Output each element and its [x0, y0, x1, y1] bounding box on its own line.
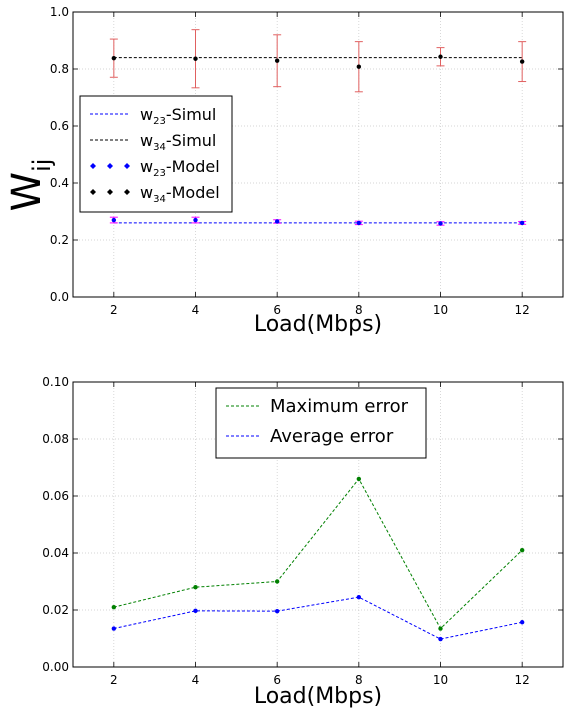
- error-series-average-error-point: [438, 636, 443, 642]
- legend-label-sub: 23: [153, 168, 166, 179]
- weights-series: [109, 29, 527, 226]
- error-ytick-label: 0.08: [42, 432, 69, 446]
- error-series-average-error-point: [111, 626, 117, 631]
- error-xtick-label: 2: [110, 673, 118, 687]
- weights-legend-marker: [90, 189, 96, 195]
- error-legend: Maximum error Average error: [215, 387, 427, 459]
- error-series-average-error-point: [356, 594, 362, 600]
- weights-xtick-label: 6: [273, 303, 281, 317]
- weights-legend-box: [79, 95, 233, 213]
- weights-series-w23-model-point: [356, 220, 362, 226]
- weights-xtick-label: 4: [192, 303, 200, 317]
- weights-legend-marker: [124, 189, 130, 195]
- weights-y-axis-label-sub: ij: [28, 159, 56, 172]
- weights-x-axis-label: Load(Mbps): [254, 312, 382, 337]
- error-xtick-label: 6: [273, 673, 281, 687]
- error-xtick-label: 12: [515, 673, 530, 687]
- error-legend-entry: Maximum error: [270, 396, 409, 417]
- weights-ticks: 2 4 6 8 10 12 0.0 0.2 0.4 0.6 0.8 1.0: [50, 5, 563, 317]
- error-series-maximum-error-point: [111, 604, 117, 610]
- weights-legend-marker: [124, 163, 130, 169]
- weights-plot-frame: [72, 11, 564, 298]
- error-legend-entry: Average error: [270, 426, 394, 447]
- weights-series-w34-model-point: [356, 64, 362, 69]
- weights-xtick-label: 8: [355, 303, 363, 317]
- weights-xtick-label: 10: [433, 303, 448, 317]
- weights-xtick-label: 2: [110, 303, 118, 317]
- weights-legend-marker: [107, 189, 113, 195]
- error-series-average-error-point: [274, 608, 280, 614]
- legend-label-rest: -Simul: [166, 105, 217, 124]
- weights-legend-marker: [90, 163, 96, 169]
- error-legend-box: [215, 387, 427, 459]
- error-chart: 2 4 6 8 10 12 0.00 0.02 0.04 0.06 0.08 0.10 Load(Mb…: [42, 375, 564, 709]
- weights-series-w23-model-point: [193, 217, 198, 223]
- error-series-maximum-error-point: [193, 585, 198, 590]
- legend-label-sub: 23: [153, 116, 166, 127]
- weights-series-w34-model-point: [519, 59, 525, 64]
- weights-series-w23-model-point: [438, 221, 443, 226]
- legend-label-sub: 34: [153, 142, 166, 153]
- weights-series-w23-model-point: [274, 219, 280, 224]
- error-xtick-label: 4: [192, 673, 200, 687]
- weights-legend-marker: [107, 163, 113, 169]
- error-series-maximum-error-point: [274, 579, 280, 584]
- error-grid: [73, 381, 563, 668]
- weights-ytick-label: 0.0: [50, 290, 69, 304]
- legend-label-rest: -Simul: [166, 131, 217, 150]
- legend-label-rest: -Model: [166, 183, 220, 202]
- weights-ytick-label: 0.4: [50, 176, 69, 190]
- weights-y-axis-label: Wij: [4, 159, 56, 212]
- legend-label-main: w: [140, 131, 153, 150]
- weights-series-w23-model-point: [111, 217, 117, 223]
- weights-ytick-label: 0.2: [50, 233, 69, 247]
- legend-label-main: w: [140, 157, 153, 176]
- weights-chart: 2 4 6 8 10 12 0.0 0.2 0.4 0.6 0.8 1.0 Load(Mbps) Wi…: [4, 5, 564, 337]
- weights-series-w34-model-point: [111, 55, 117, 61]
- error-series: [111, 476, 525, 642]
- error-series-average-error-point: [519, 620, 525, 625]
- error-ytick-label: 0.10: [42, 375, 69, 389]
- error-ytick-label: 0.06: [42, 489, 69, 503]
- weights-legend-entry: w23-Model: [140, 157, 220, 179]
- error-series-maximum-error-point: [356, 476, 362, 482]
- error-ytick-label: 0.02: [42, 603, 69, 617]
- error-ytick-label: 0.00: [42, 660, 69, 674]
- weights-y-axis-label-main: W: [4, 172, 50, 212]
- legend-label-main: w: [140, 105, 153, 124]
- error-xtick-label: 8: [355, 673, 363, 687]
- weights-ytick-label: 0.8: [50, 62, 69, 76]
- legend-label-rest: -Model: [166, 157, 220, 176]
- weights-series-w23-model-point: [519, 220, 525, 226]
- weights-ytick-label: 1.0: [50, 5, 69, 19]
- weights-series-w34-model-point: [274, 58, 280, 63]
- weights-legend-entry: w34-Simul: [140, 131, 216, 153]
- error-xtick-label: 10: [433, 673, 448, 687]
- weights-legend-entry: w34-Model: [140, 183, 220, 205]
- weights-xtick-label: 12: [515, 303, 530, 317]
- error-series-maximum-error-line: [113, 477, 523, 630]
- weights-series-w34-model-point: [438, 54, 443, 59]
- error-series-average-error-point: [193, 608, 198, 614]
- legend-label-sub: 34: [153, 194, 166, 205]
- error-ticks: 2 4 6 8 10 12 0.00 0.02 0.04 0.06 0.08 0.10: [42, 375, 563, 687]
- error-ytick-label: 0.04: [42, 546, 69, 560]
- error-plot-frame: [72, 381, 564, 668]
- error-series-average-error-line: [113, 596, 523, 640]
- error-series-maximum-error-point: [438, 626, 443, 631]
- error-series-maximum-error-point: [519, 547, 525, 553]
- weights-ytick-label: 0.6: [50, 119, 69, 133]
- error-x-axis-label: Load(Mbps): [254, 684, 382, 709]
- weights-series-w34-model-point: [193, 56, 198, 61]
- weights-legend-entry: w23-Simul: [140, 105, 216, 127]
- legend-label-main: w: [140, 183, 153, 202]
